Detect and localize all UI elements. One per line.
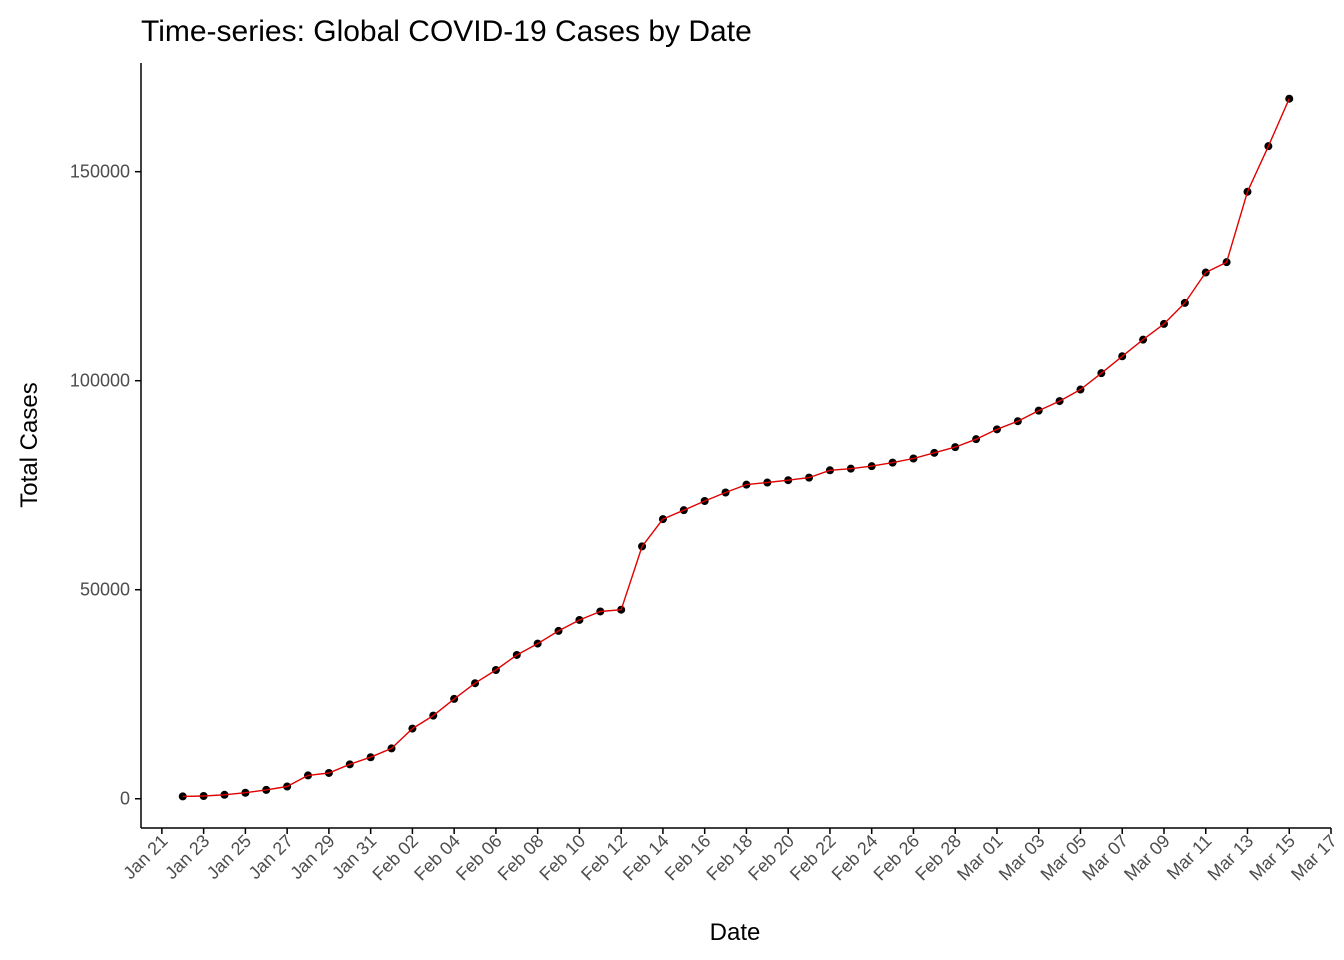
- x-tick-label: Feb 24: [828, 831, 882, 885]
- x-tick-label: Mar 17: [1287, 831, 1341, 885]
- x-tick-label: Feb 28: [911, 831, 965, 885]
- chart-title: Time-series: Global COVID-19 Cases by Da…: [141, 15, 752, 48]
- x-tick-label: Mar 13: [1204, 831, 1258, 885]
- x-tick-label: Jan 23: [161, 831, 213, 883]
- x-tick-label: Mar 01: [953, 831, 1007, 885]
- x-tick-label: Jan 21: [119, 831, 171, 883]
- y-tick-label: 50000: [80, 580, 130, 600]
- y-tick-label: 100000: [70, 371, 130, 391]
- x-tick-label: Feb 22: [786, 831, 840, 885]
- x-tick-label: Mar 05: [1037, 831, 1091, 885]
- y-tick-label: 150000: [70, 162, 130, 182]
- x-tick-label: Feb 18: [702, 831, 756, 885]
- x-tick-label: Feb 08: [494, 831, 548, 885]
- series-line: [182, 98, 1290, 798]
- x-tick-label: Feb 04: [410, 831, 464, 885]
- series-points: [178, 94, 1294, 801]
- x-tick-label: Feb 14: [619, 831, 673, 885]
- x-tick-label: Mar 15: [1245, 831, 1299, 885]
- x-tick-label: Feb 02: [368, 831, 422, 885]
- x-tick-label: Feb 20: [744, 831, 798, 885]
- x-tick-label: Jan 29: [286, 831, 338, 883]
- x-tick-label: Feb 26: [870, 831, 924, 885]
- y-axis-ticks: 0 50000 100000 150000: [70, 162, 141, 809]
- y-axis-title: Total Cases: [16, 382, 43, 507]
- x-tick-label: Feb 06: [452, 831, 506, 885]
- x-tick-label: Feb 12: [577, 831, 631, 885]
- series-layer: [178, 94, 1294, 801]
- x-tick-label: Jan 25: [203, 831, 255, 883]
- x-axis-title: Date: [710, 919, 761, 946]
- x-tick-label: Mar 03: [995, 831, 1049, 885]
- x-tick-label: Mar 07: [1078, 831, 1132, 885]
- x-tick-label: Jan 27: [245, 831, 297, 883]
- x-tick-label: Feb 16: [661, 831, 715, 885]
- x-tick-label: Mar 09: [1120, 831, 1174, 885]
- x-tick-label: Feb 10: [535, 831, 589, 885]
- y-tick-label: 0: [120, 789, 130, 809]
- data-point: [178, 792, 187, 801]
